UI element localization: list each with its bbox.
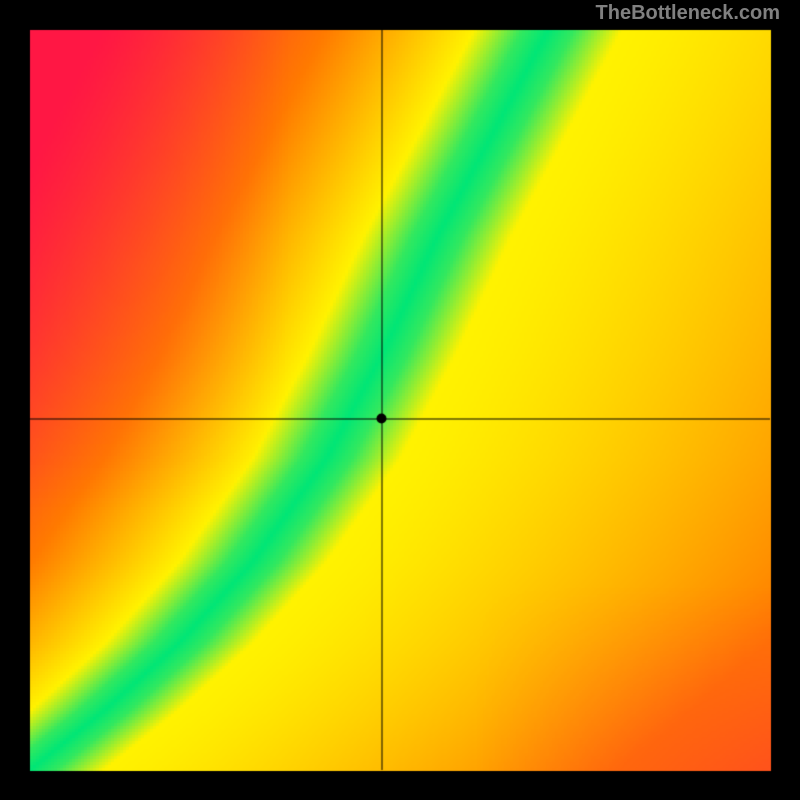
chart-container: TheBottleneck.com bbox=[0, 0, 800, 800]
watermark-text: TheBottleneck.com bbox=[596, 2, 780, 25]
bottleneck-heatmap bbox=[0, 0, 800, 800]
